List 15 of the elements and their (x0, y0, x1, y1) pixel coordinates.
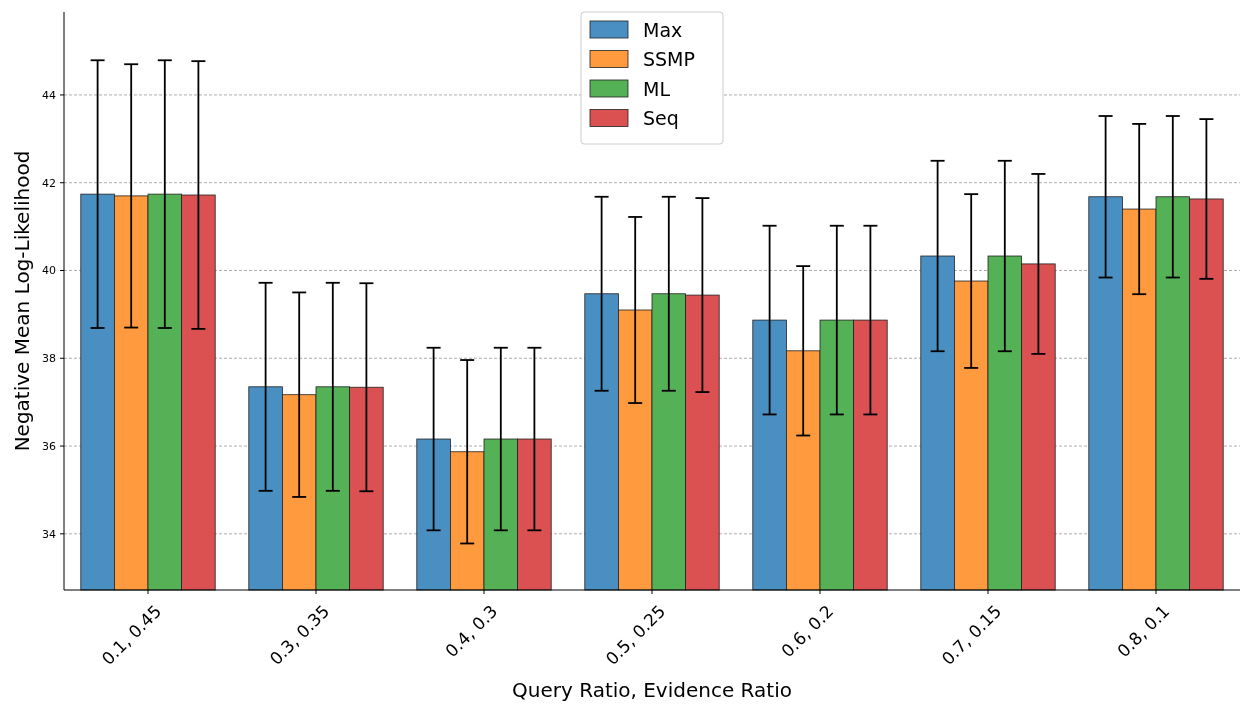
legend-label: Seq (643, 107, 679, 130)
y-tick-label: 34 (42, 527, 56, 541)
legend-label: SSMP (643, 48, 695, 71)
legend-label: Max (643, 18, 683, 41)
legend-label: ML (643, 77, 671, 100)
y-tick-label: 44 (42, 88, 56, 102)
y-tick-label: 42 (42, 176, 56, 190)
y-tick-label: 38 (42, 352, 56, 366)
x-tick-label: 0.8, 0.1 (1113, 601, 1174, 662)
y-axis-title: Negative Mean Log-Likelihood (10, 150, 34, 452)
x-tick-label: 0.6, 0.2 (777, 601, 838, 662)
x-tick-label: 0.4, 0.3 (441, 601, 502, 662)
y-tick-label: 36 (42, 439, 56, 453)
x-axis-title: Query Ratio, Evidence Ratio (512, 678, 792, 702)
y-tick-label: 40 (42, 264, 56, 278)
